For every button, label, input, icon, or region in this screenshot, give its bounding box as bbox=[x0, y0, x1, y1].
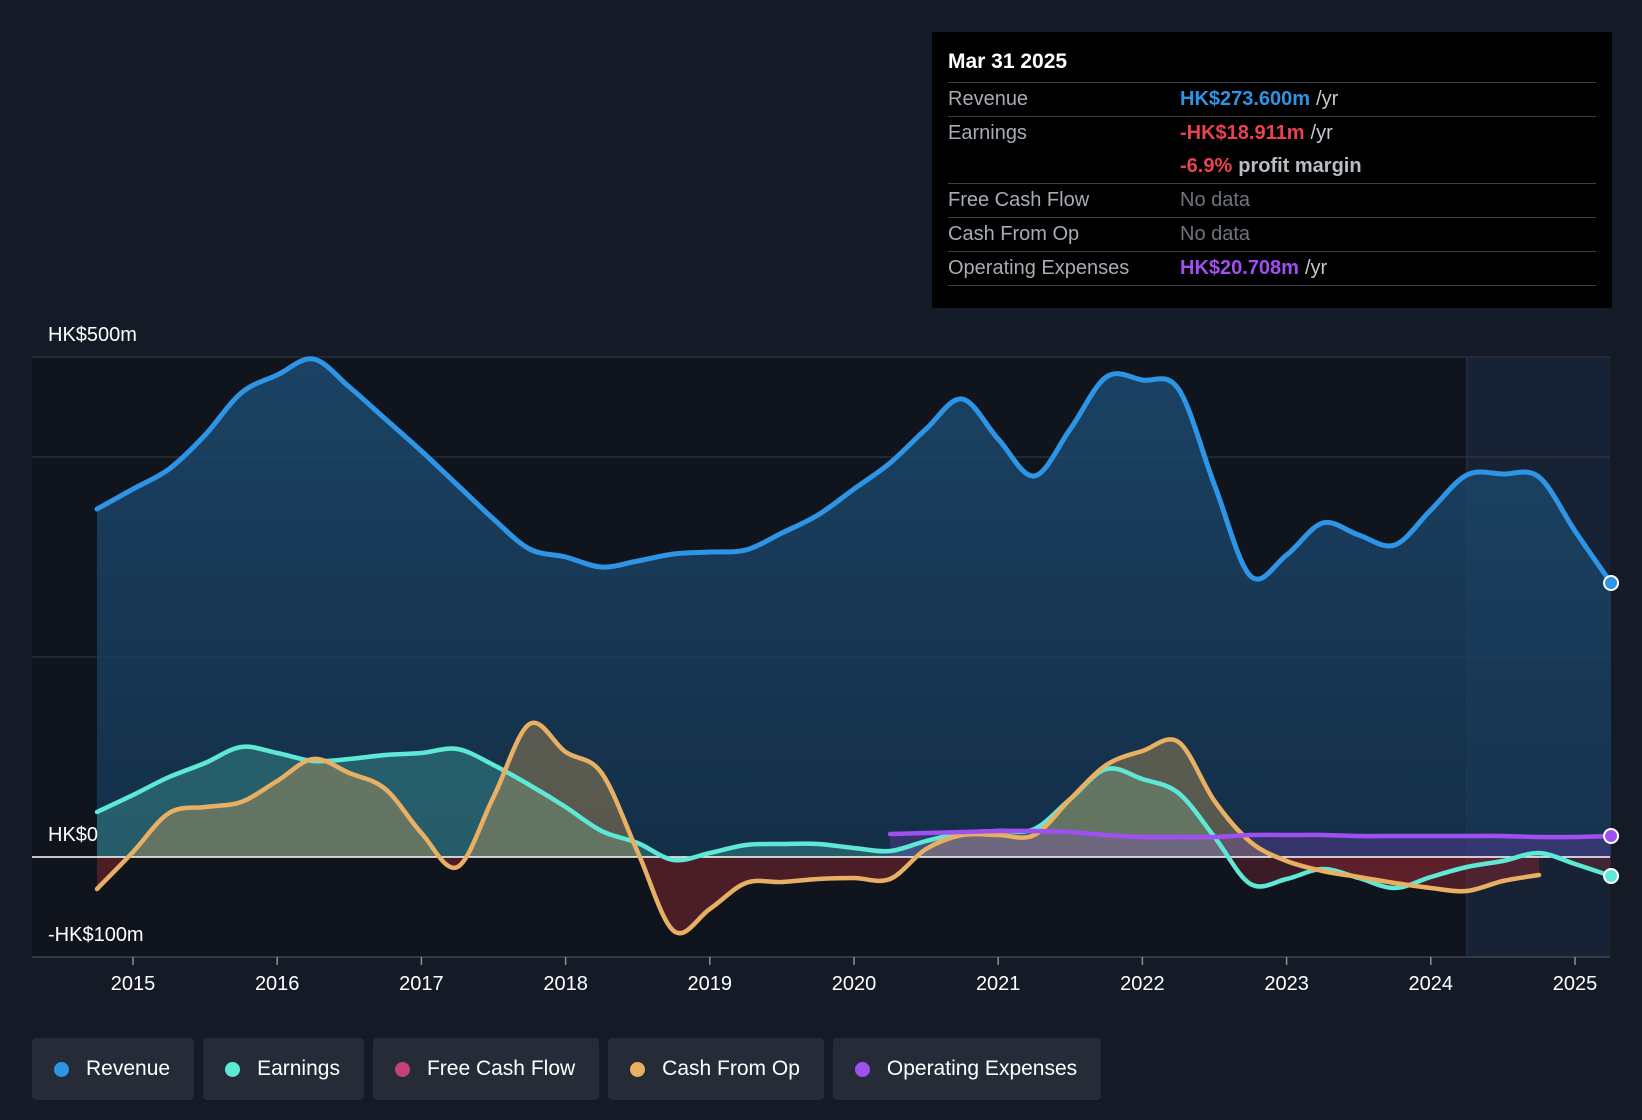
legend-item-earnings[interactable]: Earnings bbox=[203, 1038, 364, 1100]
tooltip-value: -6.9% bbox=[1180, 155, 1233, 177]
tooltip-unit: /yr bbox=[1310, 122, 1333, 144]
legend-item-revenue[interactable]: Revenue bbox=[32, 1038, 195, 1100]
tooltip-unit: /yr bbox=[1304, 257, 1328, 279]
tooltip-date: Mar 31 2025 bbox=[948, 50, 1068, 73]
legend-dot-icon bbox=[225, 1061, 241, 1077]
legend-label: Earnings bbox=[257, 1057, 340, 1080]
legend-item-operating-expenses[interactable]: Operating Expenses bbox=[832, 1038, 1102, 1100]
legend-dot-icon bbox=[54, 1061, 69, 1077]
x-tick-label: 2016 bbox=[255, 973, 300, 995]
x-tick-label: 2023 bbox=[1264, 973, 1309, 995]
tooltip-label: Earnings bbox=[948, 122, 1027, 144]
earnings-area-positive bbox=[97, 746, 1611, 857]
tooltip-unit: /yr bbox=[1316, 88, 1339, 110]
legend-dot-icon bbox=[854, 1061, 870, 1077]
tooltip-value: HK$20.708m bbox=[1180, 257, 1299, 279]
revenue-end-marker bbox=[1603, 575, 1620, 591]
legend-label: Revenue bbox=[86, 1057, 171, 1080]
legend-label: Operating Expenses bbox=[886, 1057, 1078, 1080]
tooltip-row-revenue: Revenue HK$273.600m/yr bbox=[948, 82, 1596, 116]
tooltip-value: No data bbox=[1180, 189, 1251, 211]
legend-label: Cash From Op bbox=[662, 1057, 800, 1080]
x-tick-label: 2017 bbox=[399, 973, 444, 995]
legend-item-cash-from-op[interactable]: Cash From Op bbox=[608, 1038, 824, 1100]
tooltip-row-opex: Operating Expenses HK$20.708m/yr bbox=[948, 251, 1596, 286]
tooltip-value: HK$273.600m bbox=[1180, 88, 1311, 110]
operating-expenses-line bbox=[887, 828, 1614, 840]
revenue-line bbox=[94, 356, 1614, 586]
tooltip-row-fcf: Free Cash Flow No data bbox=[948, 183, 1596, 217]
legend-dot-icon bbox=[630, 1061, 646, 1077]
tooltip-label: Operating Expenses bbox=[948, 257, 1130, 279]
x-tick-label: 2024 bbox=[1409, 973, 1454, 995]
earnings-end-marker bbox=[1603, 868, 1620, 884]
opex-end-marker bbox=[1603, 828, 1620, 844]
tooltip-label: Free Cash Flow bbox=[948, 189, 1090, 211]
x-tick-label: 2018 bbox=[543, 973, 588, 995]
tooltip-value: No data bbox=[1180, 223, 1251, 245]
tooltip-row-cfo: Cash From Op No data bbox=[948, 217, 1596, 251]
revenue-area bbox=[97, 358, 1611, 857]
cash-from-op-line bbox=[94, 720, 1542, 936]
legend-label: Free Cash Flow bbox=[426, 1057, 576, 1080]
y-label-top: HK$500m bbox=[48, 324, 137, 346]
hover-tooltip: Mar 31 2025 Revenue HK$273.600m/yr Earni… bbox=[932, 32, 1612, 308]
x-tick-label: 2025 bbox=[1553, 973, 1598, 995]
cash-from-op-area-negative bbox=[97, 857, 1539, 934]
x-tick-label: 2020 bbox=[832, 973, 877, 995]
x-tick-label: 2019 bbox=[688, 973, 733, 995]
tooltip-row-earnings: Earnings -HK$18.911m/yr bbox=[948, 116, 1596, 150]
x-tick-label: 2022 bbox=[1120, 973, 1165, 995]
x-tick-label: 2021 bbox=[976, 973, 1021, 995]
tooltip-value: -HK$18.911m bbox=[1180, 122, 1305, 144]
tooltip-unit: profit margin bbox=[1238, 155, 1362, 177]
y-label-zero: HK$0 bbox=[48, 824, 98, 846]
legend-item-free-cash-flow[interactable]: Free Cash Flow bbox=[372, 1038, 600, 1100]
legend-dot-icon bbox=[394, 1061, 410, 1077]
y-label-bottom: -HK$100m bbox=[48, 924, 144, 946]
tooltip-label: Cash From Op bbox=[948, 223, 1080, 245]
cash-from-op-area-positive bbox=[97, 722, 1539, 857]
x-tick-label: 2015 bbox=[111, 973, 156, 995]
tooltip-row-margin: -6.9% profit margin bbox=[948, 150, 1596, 183]
tooltip-label: Revenue bbox=[948, 88, 1029, 110]
chart-legend: Revenue Earnings Free Cash Flow Cash Fro… bbox=[32, 1038, 1102, 1100]
